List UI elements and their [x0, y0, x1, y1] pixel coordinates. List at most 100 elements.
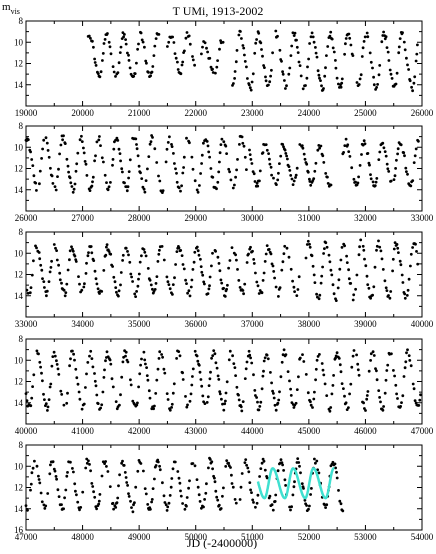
data-point [74, 367, 78, 371]
data-point [267, 152, 270, 156]
data-point [285, 246, 289, 250]
data-point [187, 289, 191, 293]
data-point [381, 408, 385, 412]
data-point [262, 271, 266, 275]
data-point [223, 295, 227, 298]
data-point [306, 65, 309, 69]
data-point [417, 139, 420, 143]
data-point [181, 263, 185, 266]
data-point [302, 487, 305, 490]
data-point [324, 241, 328, 245]
data-point [233, 70, 237, 73]
data-point [162, 258, 166, 262]
data-point [343, 244, 346, 248]
data-point [182, 267, 186, 271]
data-point [264, 79, 268, 83]
data-point [293, 290, 296, 293]
data-point [362, 248, 366, 252]
data-point [29, 286, 33, 289]
data-point [74, 260, 78, 263]
data-point [283, 148, 287, 152]
data-point [216, 374, 220, 378]
data-point [261, 54, 264, 58]
data-point [105, 243, 109, 247]
data-point [161, 481, 164, 485]
data-point [196, 485, 200, 489]
data-point [209, 65, 213, 69]
data-point [385, 369, 389, 372]
data-point [52, 243, 56, 246]
data-point [78, 138, 82, 142]
model-curve [256, 467, 336, 500]
data-point [386, 363, 390, 367]
x-tick-label: 47000 [411, 426, 434, 436]
data-point [46, 492, 50, 495]
data-point [213, 476, 216, 480]
data-point [380, 40, 384, 44]
data-point [233, 77, 237, 80]
data-point [191, 55, 194, 58]
data-point [85, 261, 88, 265]
data-point [93, 159, 96, 163]
data-point [160, 245, 164, 248]
data-point [326, 182, 330, 185]
data-point [185, 282, 188, 285]
data-point [142, 469, 145, 473]
data-point [277, 171, 280, 175]
data-point [181, 378, 185, 381]
panel-4: 8 10 12 14 40000 41000 42000 43000 44000 45000 460… [14, 334, 434, 436]
data-point [322, 87, 325, 90]
data-point [411, 382, 415, 386]
data-point [93, 61, 97, 64]
data-point [171, 391, 175, 395]
data-point [250, 491, 253, 494]
data-point [403, 292, 407, 296]
data-point [295, 294, 299, 297]
data-point [124, 350, 128, 354]
data-point [144, 492, 148, 496]
data-point [153, 44, 157, 48]
data-point [344, 42, 347, 46]
data-point [53, 354, 57, 358]
data-point [171, 283, 175, 286]
data-point [89, 469, 92, 473]
data-point [347, 32, 351, 36]
data-point [173, 162, 176, 165]
data-point [139, 31, 143, 35]
data-point [129, 383, 133, 387]
data-point [195, 478, 199, 481]
data-point [217, 503, 221, 507]
data-point [345, 254, 348, 258]
data-point [28, 291, 32, 295]
data-point [146, 503, 150, 506]
data-point [55, 477, 58, 481]
data-point [405, 170, 408, 174]
data-point [257, 292, 261, 295]
data-point [117, 147, 121, 151]
y-axis-title: mvis [2, 1, 20, 16]
data-point [379, 400, 382, 404]
data-point [143, 190, 147, 194]
data-point [189, 285, 193, 289]
data-point [176, 68, 180, 71]
data-point [56, 367, 60, 371]
data-point [179, 249, 183, 252]
data-point [69, 357, 72, 361]
data-point [339, 370, 343, 374]
data-point [265, 244, 269, 248]
data-point [187, 34, 191, 38]
data-point [252, 262, 256, 265]
data-point [225, 287, 229, 291]
data-points [24, 134, 420, 195]
data-point [312, 397, 316, 401]
data-point [394, 167, 397, 170]
data-point [167, 283, 171, 286]
data-point [179, 494, 183, 498]
data-point [306, 239, 310, 243]
data-point [401, 31, 404, 35]
data-point [26, 508, 29, 512]
data-point [392, 178, 396, 182]
data-point [210, 264, 213, 268]
data-point [289, 387, 292, 391]
data-point [280, 268, 284, 272]
